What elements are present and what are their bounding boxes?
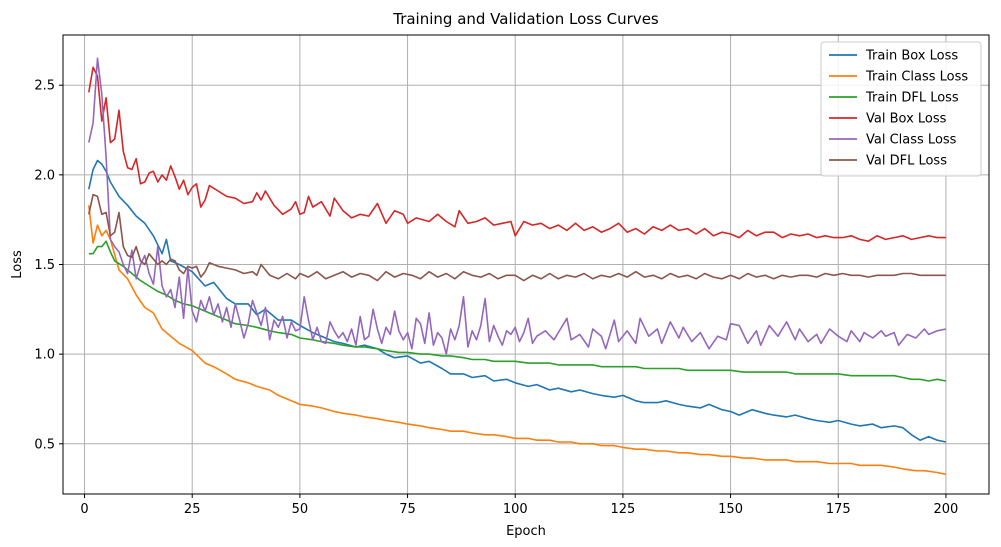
y-axis: 0.5 1.0 1.5 2.0 2.5 <box>34 79 63 452</box>
x-tick-label: 0 <box>80 502 88 517</box>
x-tick-label: 75 <box>399 502 416 517</box>
legend-label: Val Class Loss <box>866 133 957 148</box>
legend-label: Train DFL Loss <box>865 91 959 106</box>
x-axis-label: Epoch <box>506 524 546 539</box>
x-tick-label: 125 <box>610 502 635 517</box>
series-line-train-dfl-loss <box>88 240 947 382</box>
y-axis-label: Loss <box>10 250 25 279</box>
x-axis: 0 25 50 75 100 125 150 175 200 <box>80 494 958 517</box>
y-tick-label: 1.5 <box>34 258 55 273</box>
x-tick-label: 150 <box>718 502 743 517</box>
legend-label: Train Box Loss <box>865 49 958 64</box>
x-tick-label: 100 <box>503 502 528 517</box>
x-tick-label: 175 <box>826 502 851 517</box>
x-tick-label: 200 <box>934 502 959 517</box>
series-line-val-box-loss <box>88 66 946 242</box>
series-line-train-box-loss <box>88 159 947 443</box>
series-line-train-class-loss <box>88 205 947 476</box>
legend: Train Box Loss Train Class Loss Train DFL … <box>820 41 982 177</box>
y-tick-label: 0.5 <box>34 437 55 452</box>
series-line-val-class-loss <box>88 57 947 355</box>
series-line-val-dfl-loss <box>88 193 946 282</box>
legend-box <box>820 41 982 177</box>
y-tick-label: 2.5 <box>34 79 55 94</box>
y-tick-label: 1.0 <box>34 348 55 363</box>
y-tick-label: 2.0 <box>34 168 55 183</box>
x-tick-label: 50 <box>292 502 309 517</box>
x-tick-label: 25 <box>184 502 201 517</box>
chart-title: Training and Validation Loss Curves <box>392 10 659 28</box>
legend-label: Train Class Loss <box>865 70 968 85</box>
series-lines <box>88 57 947 476</box>
legend-label: Val Box Loss <box>866 112 947 127</box>
legend-label: Val DFL Loss <box>866 154 947 169</box>
